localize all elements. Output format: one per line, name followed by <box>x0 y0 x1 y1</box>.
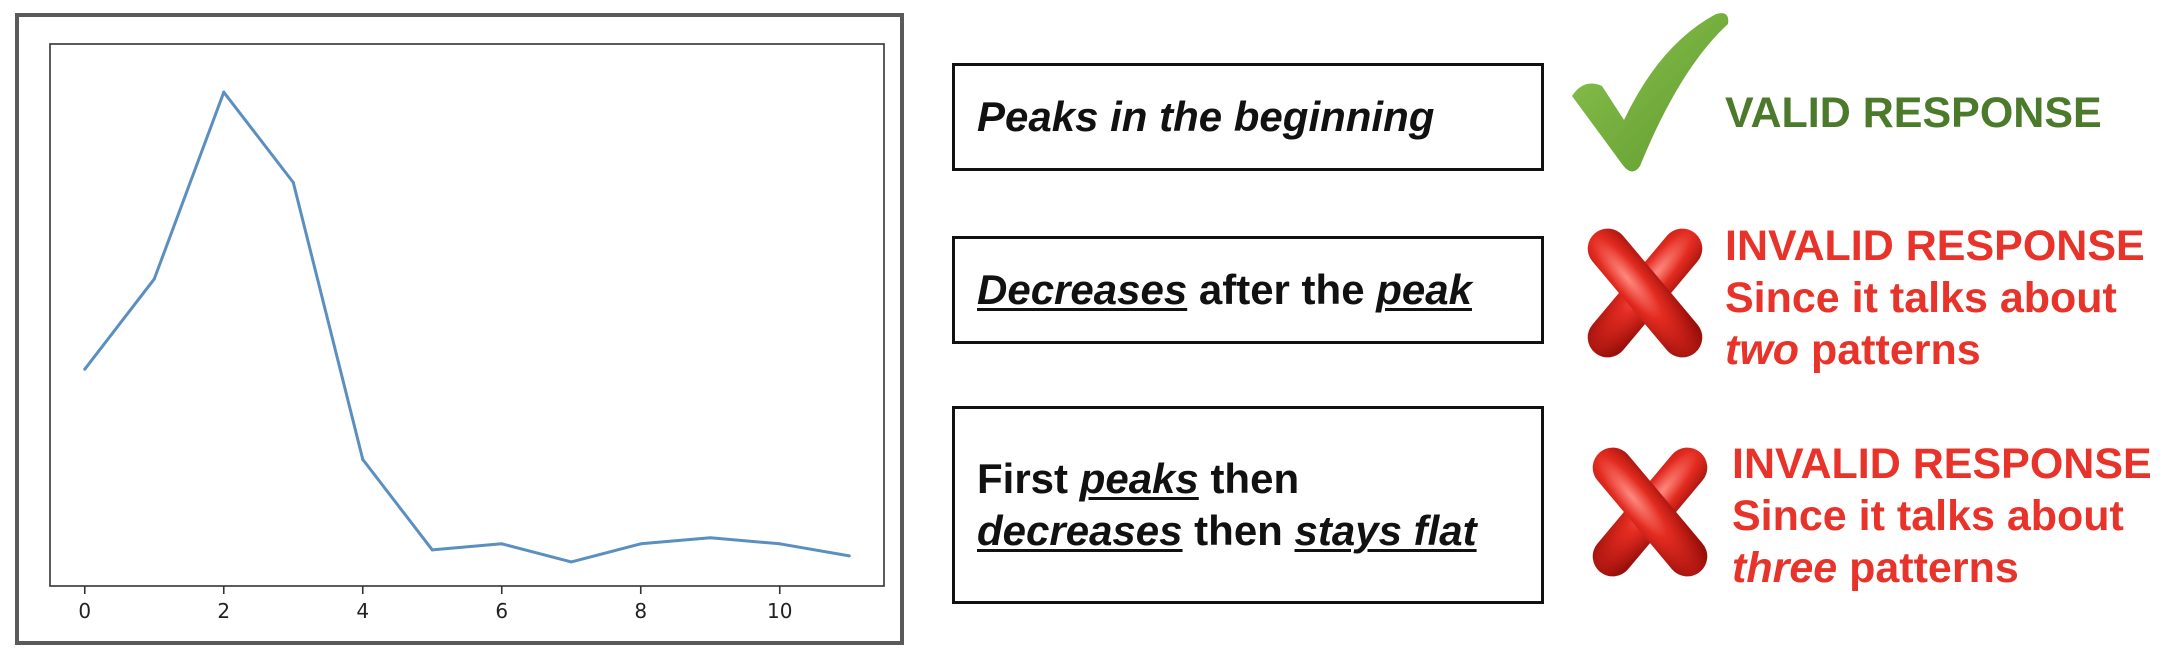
x-tick-label: 4 <box>356 599 369 623</box>
data-point <box>291 181 295 185</box>
data-point <box>708 536 712 540</box>
response-text-segment: then <box>1198 455 1300 502</box>
x-tick-label: 10 <box>767 599 792 623</box>
verdict-text: Since it talks about <box>1725 274 2117 322</box>
x-tick-label: 2 <box>217 599 230 623</box>
invalid-verdict: INVALID RESPONSE Since it talks about thre… <box>1732 438 2152 594</box>
chart-frame: 0 2 4 6 8 10 <box>15 13 904 645</box>
data-point <box>361 458 365 462</box>
valid-verdict: VALID RESPONSE <box>1725 87 2102 139</box>
x-tick-label: 8 <box>634 599 647 623</box>
verdict-line: two patterns <box>1725 324 2145 376</box>
response-box: Decreases after the peak <box>952 236 1544 344</box>
response-text: Decreases after the peak <box>977 264 1472 316</box>
verdict-text: VALID RESPONSE <box>1725 89 2102 137</box>
verdict-line: Since it talks about <box>1732 490 2152 542</box>
verdict-line: VALID RESPONSE <box>1725 87 2102 139</box>
pattern-word: stays flat <box>1294 507 1477 554</box>
response-box: First peaks then decreases then stays fla… <box>952 406 1544 604</box>
verdict-line: Since it talks about <box>1725 272 2145 324</box>
data-point <box>430 548 434 552</box>
response-text-segment: after the <box>1187 266 1377 313</box>
data-point <box>639 542 643 546</box>
data-point <box>500 542 504 546</box>
data-point <box>152 277 156 281</box>
verdict-text: two <box>1725 326 1800 374</box>
verdict-line: INVALID RESPONSE <box>1732 438 2152 490</box>
invalid-verdict: INVALID RESPONSE Since it talks about two … <box>1725 220 2145 376</box>
line-chart: 0 2 4 6 8 10 <box>49 43 885 623</box>
verdict-line: three patterns <box>1732 542 2152 594</box>
verdict-text: Since it talks about <box>1732 492 2124 540</box>
checkmark-icon <box>1568 8 1736 181</box>
cross-icon <box>1585 437 1715 592</box>
cross-icon <box>1580 218 1710 373</box>
response-box: Peaks in the beginning <box>952 63 1544 171</box>
response-text-segment: then <box>1182 507 1295 554</box>
verdict-text: INVALID RESPONSE <box>1725 222 2145 270</box>
data-point <box>222 90 226 94</box>
series-line <box>83 90 850 564</box>
verdict-text: INVALID RESPONSE <box>1732 440 2152 488</box>
response-text-segment: First <box>977 455 1080 502</box>
data-point <box>847 554 851 558</box>
response-text: Peaks in the beginning <box>977 91 1434 143</box>
verdict-line: INVALID RESPONSE <box>1725 220 2145 272</box>
plot-area <box>49 43 885 587</box>
data-point <box>569 560 573 564</box>
pattern-word: Decreases <box>977 266 1188 313</box>
verdict-text: patterns <box>1837 544 2019 592</box>
data-point <box>778 542 782 546</box>
pattern-word: peak <box>1376 266 1472 313</box>
pattern-word: decreases <box>977 507 1183 554</box>
x-tick-label: 0 <box>78 599 91 623</box>
response-text: First peaks then decreases then stays fla… <box>977 453 1477 557</box>
pattern-word: peaks <box>1079 455 1199 502</box>
verdict-text: three <box>1732 544 1838 592</box>
x-tick-label: 6 <box>495 599 508 623</box>
data-point <box>83 367 87 371</box>
response-text-segment: Peaks in the beginning <box>977 93 1435 140</box>
verdict-text: patterns <box>1799 326 1981 374</box>
